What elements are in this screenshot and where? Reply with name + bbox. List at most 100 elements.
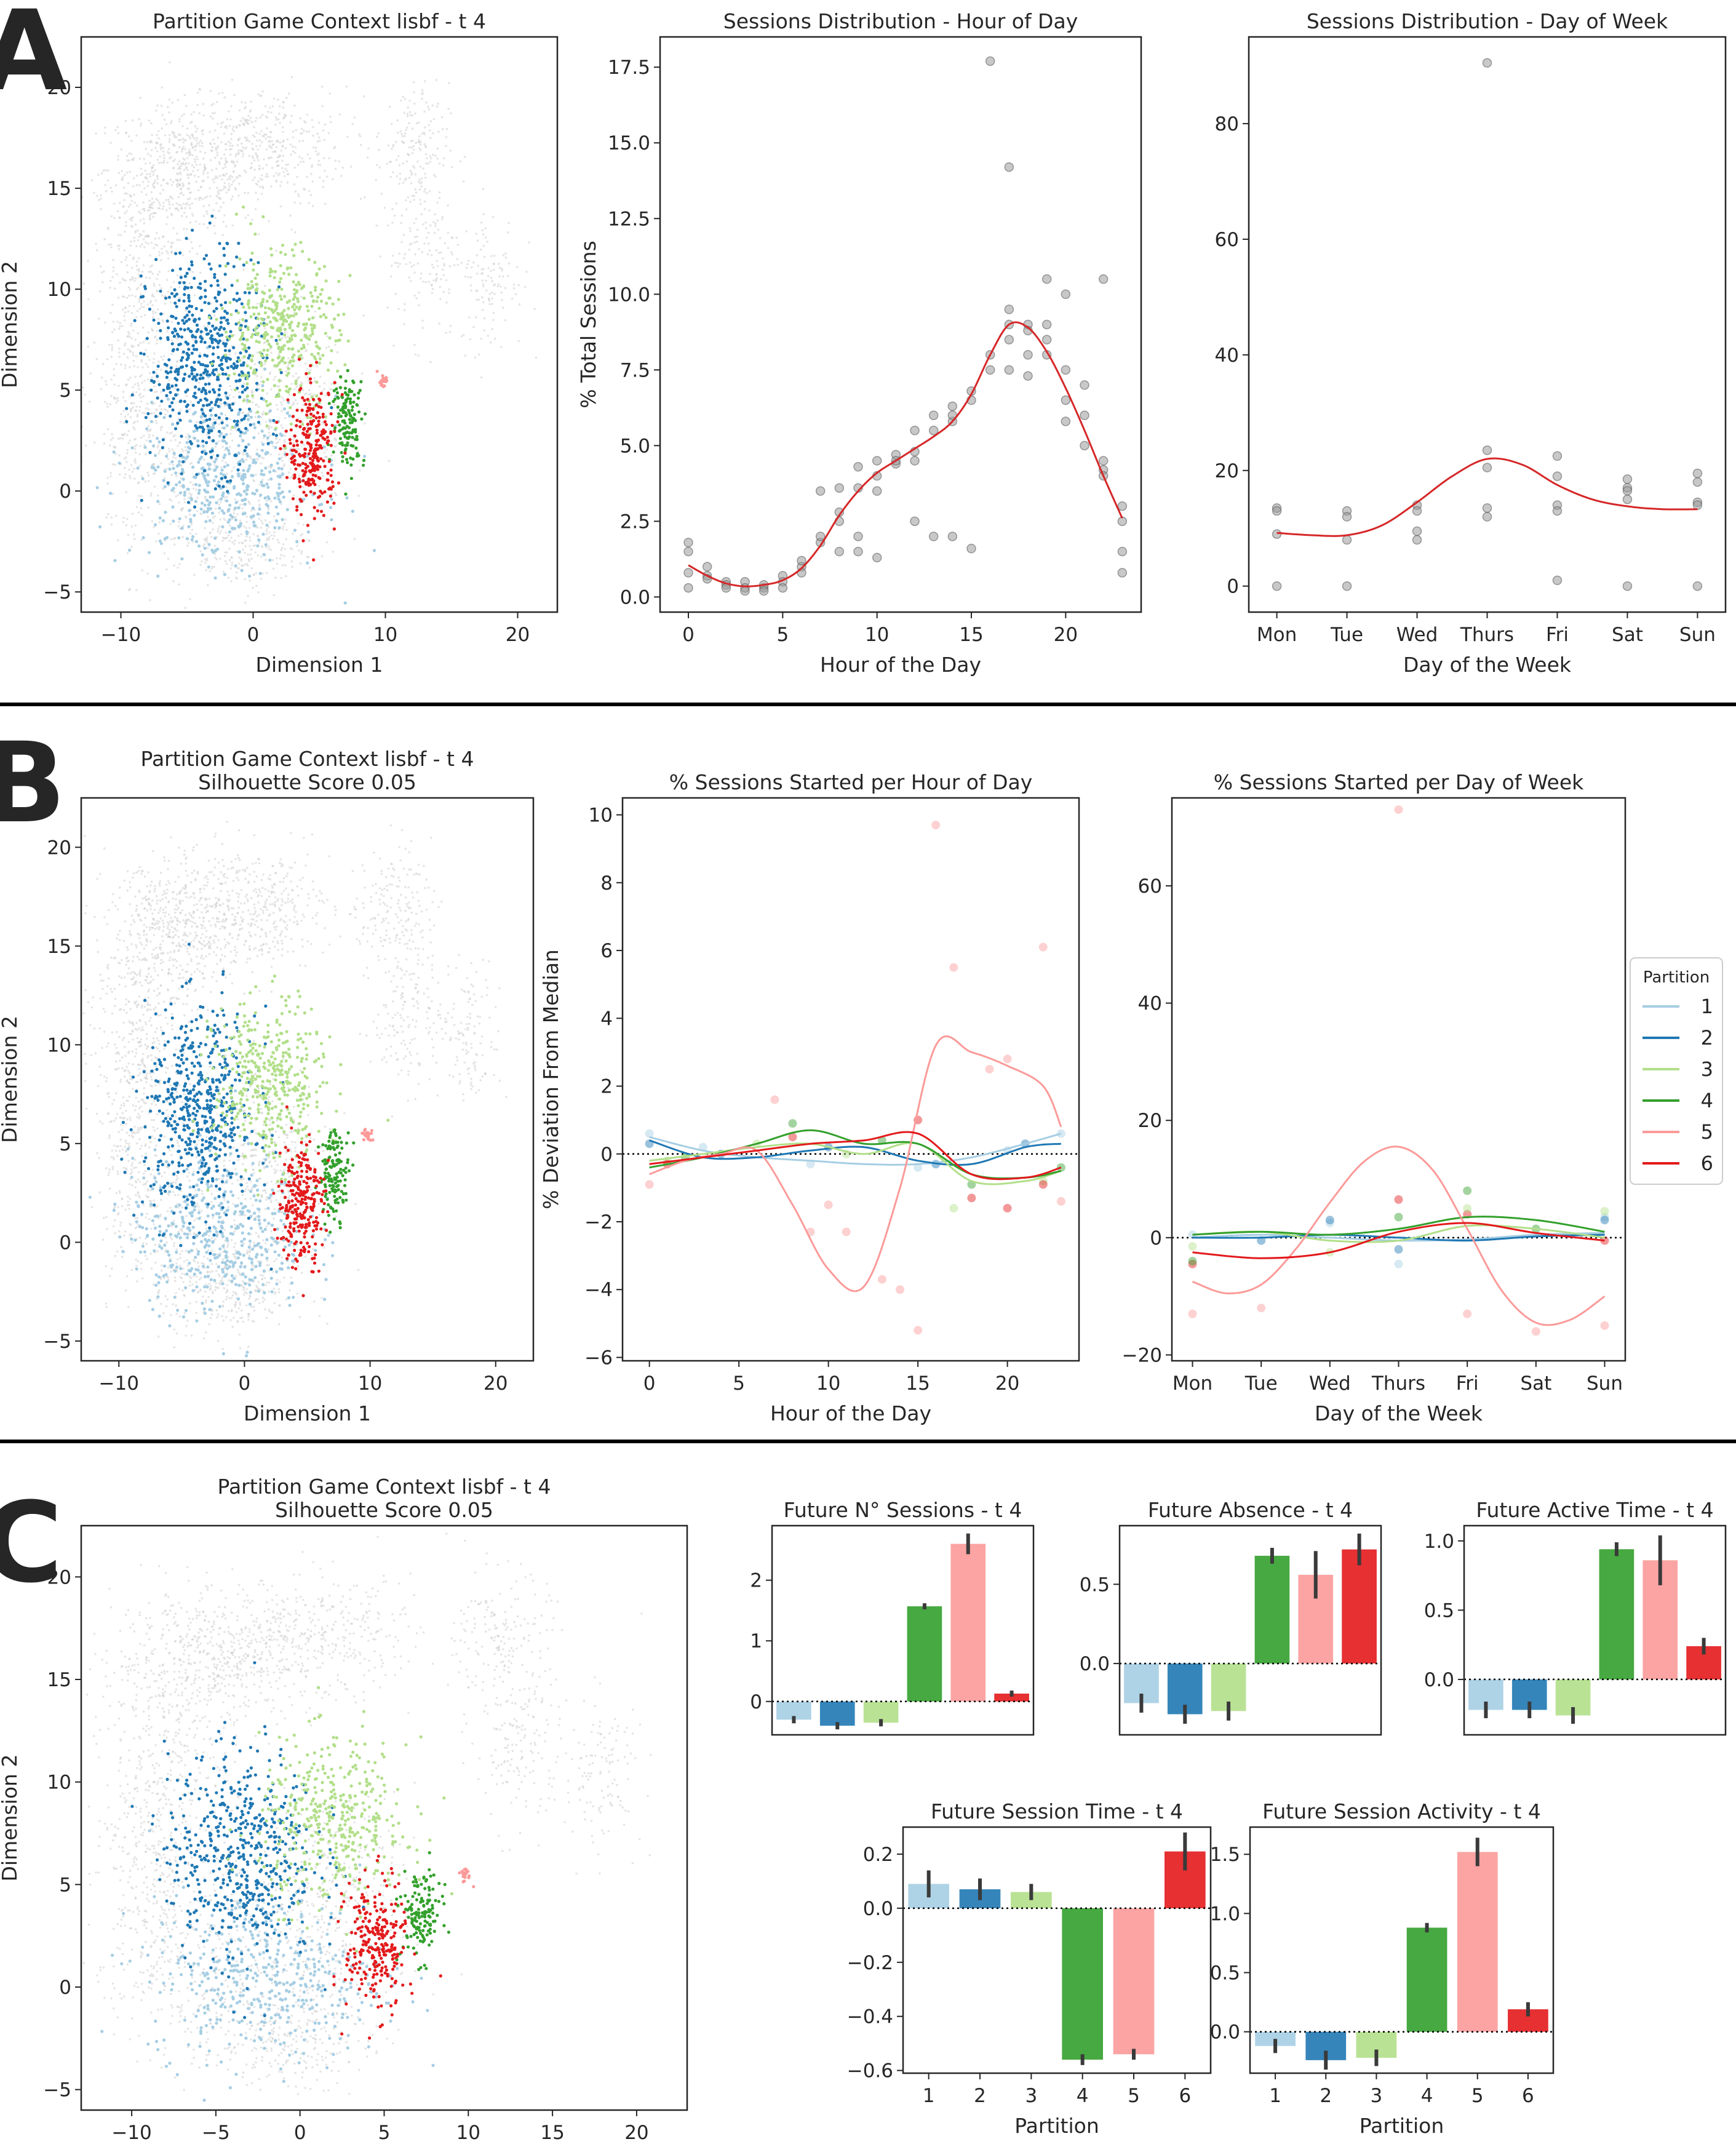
background-point	[96, 249, 98, 252]
partition-6-point	[305, 433, 308, 437]
partition-3-point	[281, 322, 285, 326]
background-point	[158, 284, 161, 287]
background-point	[261, 479, 264, 481]
background-point	[130, 464, 133, 466]
background-point	[483, 256, 486, 258]
background-point	[161, 207, 164, 210]
y-tick-label: 0	[59, 480, 71, 503]
background-point	[138, 388, 140, 391]
partition-2-point	[277, 285, 281, 289]
background-point	[183, 212, 186, 214]
data-point	[1552, 471, 1563, 481]
partition-3-point	[321, 288, 324, 292]
partition-2-point	[212, 439, 215, 443]
background-point	[206, 541, 209, 544]
background-point	[117, 339, 119, 342]
partition-1-point	[257, 538, 261, 542]
background-point	[317, 159, 321, 162]
background-point	[267, 135, 269, 138]
partition-3-point	[302, 297, 306, 300]
background-point	[480, 248, 482, 251]
background-point	[413, 148, 415, 151]
background-point	[177, 173, 180, 175]
background-point	[98, 199, 100, 201]
background-point	[171, 448, 173, 451]
background-point	[205, 195, 209, 198]
background-point	[140, 374, 143, 376]
background-point	[152, 472, 155, 476]
background-point	[143, 434, 145, 437]
background-point	[212, 209, 215, 212]
data-point	[1041, 274, 1052, 284]
data-point	[1272, 506, 1282, 516]
partition-1-point	[278, 492, 282, 495]
partition-2-point	[203, 340, 207, 345]
background-point	[181, 448, 183, 451]
partition-3-point	[310, 395, 314, 399]
background-point	[245, 119, 249, 122]
partition-2-point	[205, 440, 209, 445]
partition-3-point	[249, 315, 253, 319]
partition-1-point	[183, 490, 186, 495]
background-point	[426, 192, 428, 194]
background-point	[116, 125, 119, 129]
background-point	[138, 981, 141, 984]
background-point	[135, 405, 138, 408]
background-point	[233, 130, 236, 133]
background-point	[209, 130, 212, 133]
partition-2-point	[207, 321, 211, 325]
partition-3-point	[301, 322, 306, 326]
background-point	[160, 368, 162, 371]
background-point	[196, 496, 199, 499]
background-point	[323, 452, 326, 454]
partition-2-point	[203, 353, 207, 357]
background-point	[247, 564, 249, 567]
background-point	[222, 167, 225, 170]
background-point	[127, 348, 129, 351]
background-point	[397, 308, 400, 310]
partition-2-point	[216, 284, 220, 287]
background-point	[177, 138, 180, 141]
background-point	[218, 511, 220, 514]
partition-2-point	[170, 384, 174, 388]
background-point	[229, 118, 232, 121]
partition-3-point	[273, 364, 277, 368]
background-point	[160, 161, 163, 164]
partition-6-point	[297, 477, 301, 481]
partition-2-point	[197, 400, 201, 404]
background-point	[228, 446, 231, 448]
background-point	[141, 366, 144, 369]
background-point	[445, 301, 448, 304]
partition-2-point	[224, 372, 228, 376]
background-point	[149, 217, 151, 220]
background-point	[266, 173, 268, 175]
background-point	[256, 183, 259, 186]
partition-4-point	[343, 386, 348, 390]
background-point	[127, 181, 130, 185]
partition-3-point	[227, 373, 231, 377]
background-point	[282, 525, 285, 528]
partition-2-point	[191, 366, 194, 370]
background-point	[254, 416, 257, 418]
background-point	[127, 205, 130, 208]
partition-6-point	[329, 430, 333, 434]
partition-3-point	[292, 353, 296, 357]
partition-6-point	[316, 447, 319, 451]
partition-2-point	[213, 338, 217, 341]
partition-3-point	[246, 327, 250, 332]
partition-3-point	[278, 388, 282, 392]
background-point	[135, 183, 138, 186]
background-point	[213, 923, 217, 926]
background-point	[268, 538, 271, 541]
background-point	[168, 111, 170, 114]
background-point	[292, 532, 294, 535]
background-point	[180, 150, 183, 153]
background-point	[255, 473, 257, 476]
partition-2-point	[190, 263, 194, 267]
background-point	[213, 111, 216, 114]
background-point	[199, 150, 202, 153]
partition-2-point	[190, 368, 194, 372]
background-point	[292, 494, 295, 496]
data-point	[815, 532, 826, 541]
background-point	[98, 290, 102, 293]
